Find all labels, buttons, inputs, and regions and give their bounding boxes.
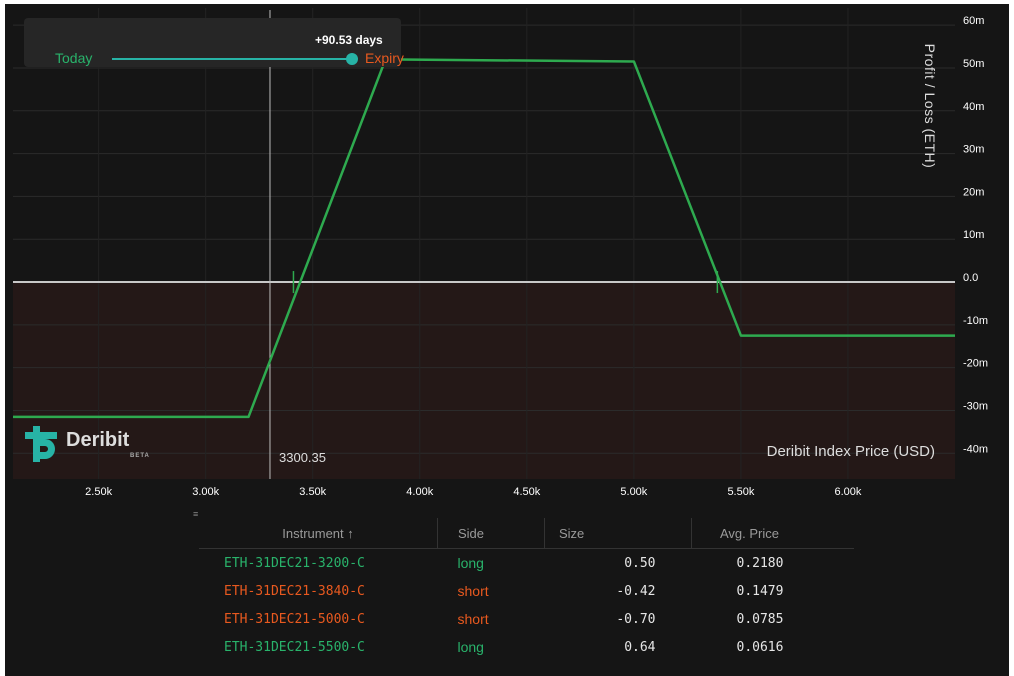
y-tick-label: 60m bbox=[963, 15, 984, 27]
table-row[interactable]: ETH-31DEC21-5000-C short -0.70 0.0785 bbox=[199, 605, 854, 633]
positions-rows: ETH-31DEC21-3200-C long 0.50 0.2180 ETH-31DE… bbox=[199, 549, 854, 662]
x-axis-title: Deribit Index Price (USD) bbox=[766, 443, 935, 460]
y-tick-label: -20m bbox=[963, 358, 988, 370]
expiry-slider[interactable]: +90.53 days Today Expiry bbox=[24, 18, 404, 67]
col-header-avg-price[interactable]: Avg. Price bbox=[691, 518, 854, 549]
pnl-chart[interactable]: 60m 50m 40m 30m 20m 10m 0.0 -10m -20m -30m -40m 2.… bbox=[5, 4, 1009, 514]
cell-size: 0.50 bbox=[624, 555, 656, 571]
x-tick-label: 2.50k bbox=[85, 486, 112, 498]
cell-instrument[interactable]: ETH-31DEC21-5000-C bbox=[224, 611, 365, 627]
beta-badge: BETA bbox=[130, 453, 150, 459]
y-tick-label: -40m bbox=[963, 443, 988, 455]
table-row[interactable]: ETH-31DEC21-3200-C long 0.50 0.2180 bbox=[199, 549, 854, 578]
y-axis-ticks: 60m 50m 40m 30m 20m 10m 0.0 -10m -20m -30m -40m bbox=[963, 15, 988, 455]
table-header-row: Instrument ↑ Side Size Avg. Price bbox=[199, 518, 854, 549]
cell-side: short bbox=[457, 583, 489, 599]
col-header-instrument[interactable]: Instrument ↑ bbox=[199, 518, 438, 549]
col-header-size[interactable]: Size bbox=[544, 518, 692, 549]
y-tick-label: -30m bbox=[963, 400, 988, 412]
slider-expiry-label[interactable]: Expiry bbox=[365, 50, 404, 66]
table-row[interactable]: ETH-31DEC21-3840-C short -0.42 0.1479 bbox=[199, 577, 854, 605]
y-tick-label: 0.0 bbox=[963, 272, 978, 284]
y-axis-title: Profit / Loss (ETH) bbox=[922, 43, 938, 169]
slider-handle[interactable] bbox=[346, 53, 358, 65]
x-tick-label: 5.50k bbox=[727, 486, 754, 498]
y-axis-label: Profit / Loss (ETH) bbox=[910, 26, 950, 186]
days-to-expiry-label: +90.53 days bbox=[315, 33, 383, 47]
x-tick-label: 4.50k bbox=[513, 486, 540, 498]
loss-region bbox=[13, 282, 955, 479]
pnl-series-line bbox=[13, 58, 955, 419]
y-tick-label: 30m bbox=[963, 144, 984, 156]
logo-wordmark: Deribit bbox=[66, 429, 130, 451]
slider-track[interactable] bbox=[112, 58, 352, 60]
slider-today-label[interactable]: Today bbox=[55, 50, 93, 66]
x-tick-label: 6.00k bbox=[834, 486, 861, 498]
x-tick-label: 3.00k bbox=[192, 486, 219, 498]
cell-side: short bbox=[457, 611, 489, 627]
cell-instrument[interactable]: ETH-31DEC21-3200-C bbox=[224, 555, 365, 571]
deribit-logo-icon bbox=[25, 426, 57, 462]
x-axis-ticks: 2.50k 3.00k 3.50k 4.00k 4.50k 5.00k 5.50k 6.00k bbox=[85, 486, 862, 498]
y-tick-label: 40m bbox=[963, 101, 984, 113]
col-header-side[interactable]: Side bbox=[437, 518, 545, 549]
horizontal-gridlines bbox=[13, 24, 955, 454]
y-tick-label: -10m bbox=[963, 315, 988, 327]
y-tick-label: 50m bbox=[963, 58, 984, 70]
cell-avg-price: 0.2180 bbox=[736, 555, 784, 571]
cell-avg-price: 0.0785 bbox=[736, 611, 784, 627]
cell-instrument[interactable]: ETH-31DEC21-5500-C bbox=[224, 639, 365, 655]
positions-table: Instrument ↑ Side Size Avg. Price ETH-31… bbox=[199, 518, 854, 661]
breakeven-markers bbox=[292, 271, 719, 294]
x-tick-label: 4.00k bbox=[406, 486, 433, 498]
x-tick-label: 3.50k bbox=[299, 486, 326, 498]
cell-size: 0.64 bbox=[624, 639, 656, 655]
drag-handle-icon[interactable]: ≡ bbox=[193, 509, 199, 519]
x-tick-label: 5.00k bbox=[620, 486, 647, 498]
cell-size: -0.70 bbox=[616, 611, 656, 627]
cell-side: long bbox=[457, 639, 484, 655]
table-row[interactable]: ETH-31DEC21-5500-C long 0.64 0.0616 bbox=[199, 633, 854, 661]
payoff-panel: 60m 50m 40m 30m 20m 10m 0.0 -10m -20m -30m -40m 2.… bbox=[5, 4, 1009, 676]
y-tick-label: 20m bbox=[963, 186, 984, 198]
cell-size: -0.42 bbox=[616, 583, 656, 599]
cell-instrument[interactable]: ETH-31DEC21-3840-C bbox=[224, 583, 365, 599]
vertical-gridlines bbox=[98, 8, 849, 479]
y-tick-label: 10m bbox=[963, 229, 984, 241]
cursor-price-label: 3300.35 bbox=[279, 450, 326, 465]
cell-avg-price: 0.1479 bbox=[736, 583, 784, 599]
cell-avg-price: 0.0616 bbox=[736, 639, 784, 655]
cell-side: long bbox=[457, 555, 484, 571]
deribit-logo: Deribit BETA bbox=[25, 426, 149, 462]
